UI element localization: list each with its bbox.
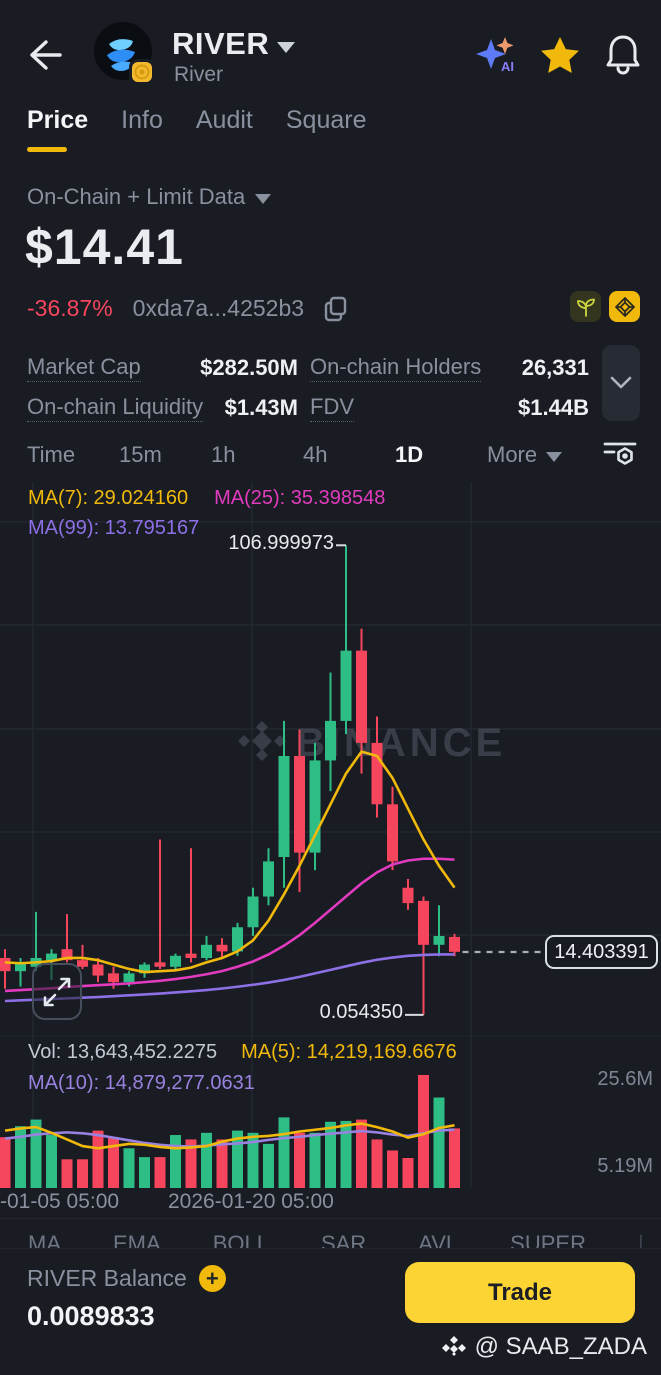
timeframe-15m[interactable]: 15m [119,442,162,467]
stat-label[interactable]: On-chain Liquidity [27,394,204,422]
stat-on-chain-liquidity: On-chain Liquidity $1.43M [27,394,310,422]
stat-market-cap: Market Cap $282.50M [27,354,310,382]
indicator-separator: | [637,1231,644,1248]
active-tab-underline [27,147,67,152]
fullscreen-chart-button[interactable] [32,963,82,1020]
timeframe-1d[interactable]: 1D [395,442,424,467]
token-logo [93,21,157,85]
timeframe-1h[interactable]: 1h [211,442,236,467]
bottom-action-bar: RIVER Balance + 0.0089833 Trade @ SAAB_Z… [0,1248,661,1375]
chevron-down-icon [255,193,272,204]
back-button[interactable] [20,34,64,76]
back-arrow-icon [30,40,62,70]
timeframe-time[interactable]: Time [27,442,76,467]
favorite-star-icon[interactable] [540,36,580,74]
timeframe-4h[interactable]: 4h [303,442,328,467]
contract-address[interactable]: 0xda7a...4252b3 [132,295,305,321]
high-price-annotation: 106.999973 [228,532,334,554]
token-title: RIVER [172,26,270,61]
stat-on-chain-holders: On-chain Holders 26,331 [310,354,589,382]
tab-square[interactable]: Square [285,106,367,134]
token-stats: Market Cap $282.50M On-chain Holders 26,331… [27,348,589,428]
stat-value: $1.44B [518,395,589,420]
volume-ma10-row: MA(10): 14,879,277.0631 [28,1072,255,1095]
data-source-label: On-Chain + Limit Data [27,184,246,209]
volume-bars-group [0,1075,460,1188]
data-source-dropdown[interactable]: On-Chain + Limit Data [27,184,272,210]
page-tabs: Price Info Audit Square [27,106,366,142]
expand-arrows-icon [43,977,71,1006]
price-chart[interactable]: BINANCE [0,480,661,1218]
balance-value: 0.0089833 [27,1301,155,1331]
ma-label: MA(25): 35.398548 [214,487,386,509]
stat-fdv: FDV $1.44B [310,394,589,422]
ma-labels-row: MA(7): 29.024160 MA(25): 35.398548 [28,487,385,510]
balance-label: RIVER Balance [27,1265,187,1291]
copy-address-icon[interactable] [324,296,348,322]
volume-axis-max: 25.6M [597,1068,653,1090]
indicator-super[interactable]: SUPER [510,1231,586,1248]
chart-settings-icon[interactable] [603,439,637,471]
stat-label[interactable]: On-chain Holders [310,354,482,382]
stat-value: $1.43M [224,395,298,420]
volume-labels-row: Vol: 13,643,452.2275 MA(5): 14,219,169.6… [28,1041,457,1064]
bnb-chain-badge[interactable] [609,291,640,322]
volume-axis-min: 5.19M [597,1155,653,1177]
timeframe-more-dropdown[interactable]: More [487,442,597,468]
ma7-line [4,750,456,974]
token-subtitle: River [174,63,224,86]
trade-button[interactable]: Trade [405,1262,635,1323]
volume-value-label: Vol: 13,643,452.2275 [28,1041,218,1063]
chevron-down-icon [546,451,563,462]
svg-text:AI: AI [501,59,514,74]
volume-ma5-label: MA(5): 14,219,169.6676 [241,1041,457,1063]
stats-expand-button[interactable] [602,345,640,421]
candles-group [0,545,460,1015]
divider [0,1218,661,1219]
ma-label: MA(7): 29.024160 [28,487,189,509]
ai-assistant-button[interactable]: AI [474,33,518,77]
chevron-down-icon [610,376,632,389]
token-dropdown-caret-icon[interactable] [277,42,295,53]
time-axis-label: 2026-01-20 05:00 [168,1190,334,1213]
volume-ma10-line [4,1128,455,1148]
time-axis-label: -01-05 05:00 [0,1190,120,1213]
indicator-boll[interactable]: BOLL [212,1231,269,1248]
tab-audit[interactable]: Audit [195,106,253,134]
candlestick-chart-canvas: BINANCE [0,482,661,1188]
change-address-row: -36.87% 0xda7a...4252b3 [27,295,348,322]
tab-info[interactable]: Info [121,106,163,134]
indicator-ma[interactable]: MA [28,1231,61,1248]
notification-bell-icon[interactable] [604,34,642,76]
ma-label: MA(99): 13.795167 [28,517,200,539]
token-badges [570,291,640,322]
add-balance-icon[interactable]: + [198,1265,226,1292]
stat-label[interactable]: FDV [310,394,354,422]
last-price-tag: 14.403391 [545,935,658,969]
tab-price[interactable]: Price [27,106,89,134]
timeframe-selector: Time 15m 1h 4h 1D More [27,440,637,470]
ma99-label-row: MA(99): 13.795167 [28,517,199,540]
volume-ma10-label: MA(10): 14,879,277.0631 [28,1072,255,1094]
more-label: More [487,442,538,467]
indicator-sar[interactable]: SAR [320,1231,367,1248]
indicator-avl[interactable]: AVL [418,1231,459,1248]
stat-label[interactable]: Market Cap [27,354,141,382]
volume-ma5-line [4,1122,455,1150]
indicator-ema[interactable]: EMA [113,1231,161,1248]
watermark-text: @ SAAB_ZADA [474,1333,647,1360]
stat-value: 26,331 [521,355,589,380]
current-price: $14.41 [25,219,184,275]
stat-value: $282.50M [200,355,298,380]
price-change-percent: -36.87% [27,295,113,321]
low-price-annotation: 0.054350 [319,1001,403,1023]
binance-logo-icon [441,1336,466,1356]
seed-tag-badge[interactable] [570,291,601,322]
watermark-credit: @ SAAB_ZADA [441,1333,647,1361]
time-axis: -01-05 05:00 2026-01-20 05:00 [0,1190,661,1216]
